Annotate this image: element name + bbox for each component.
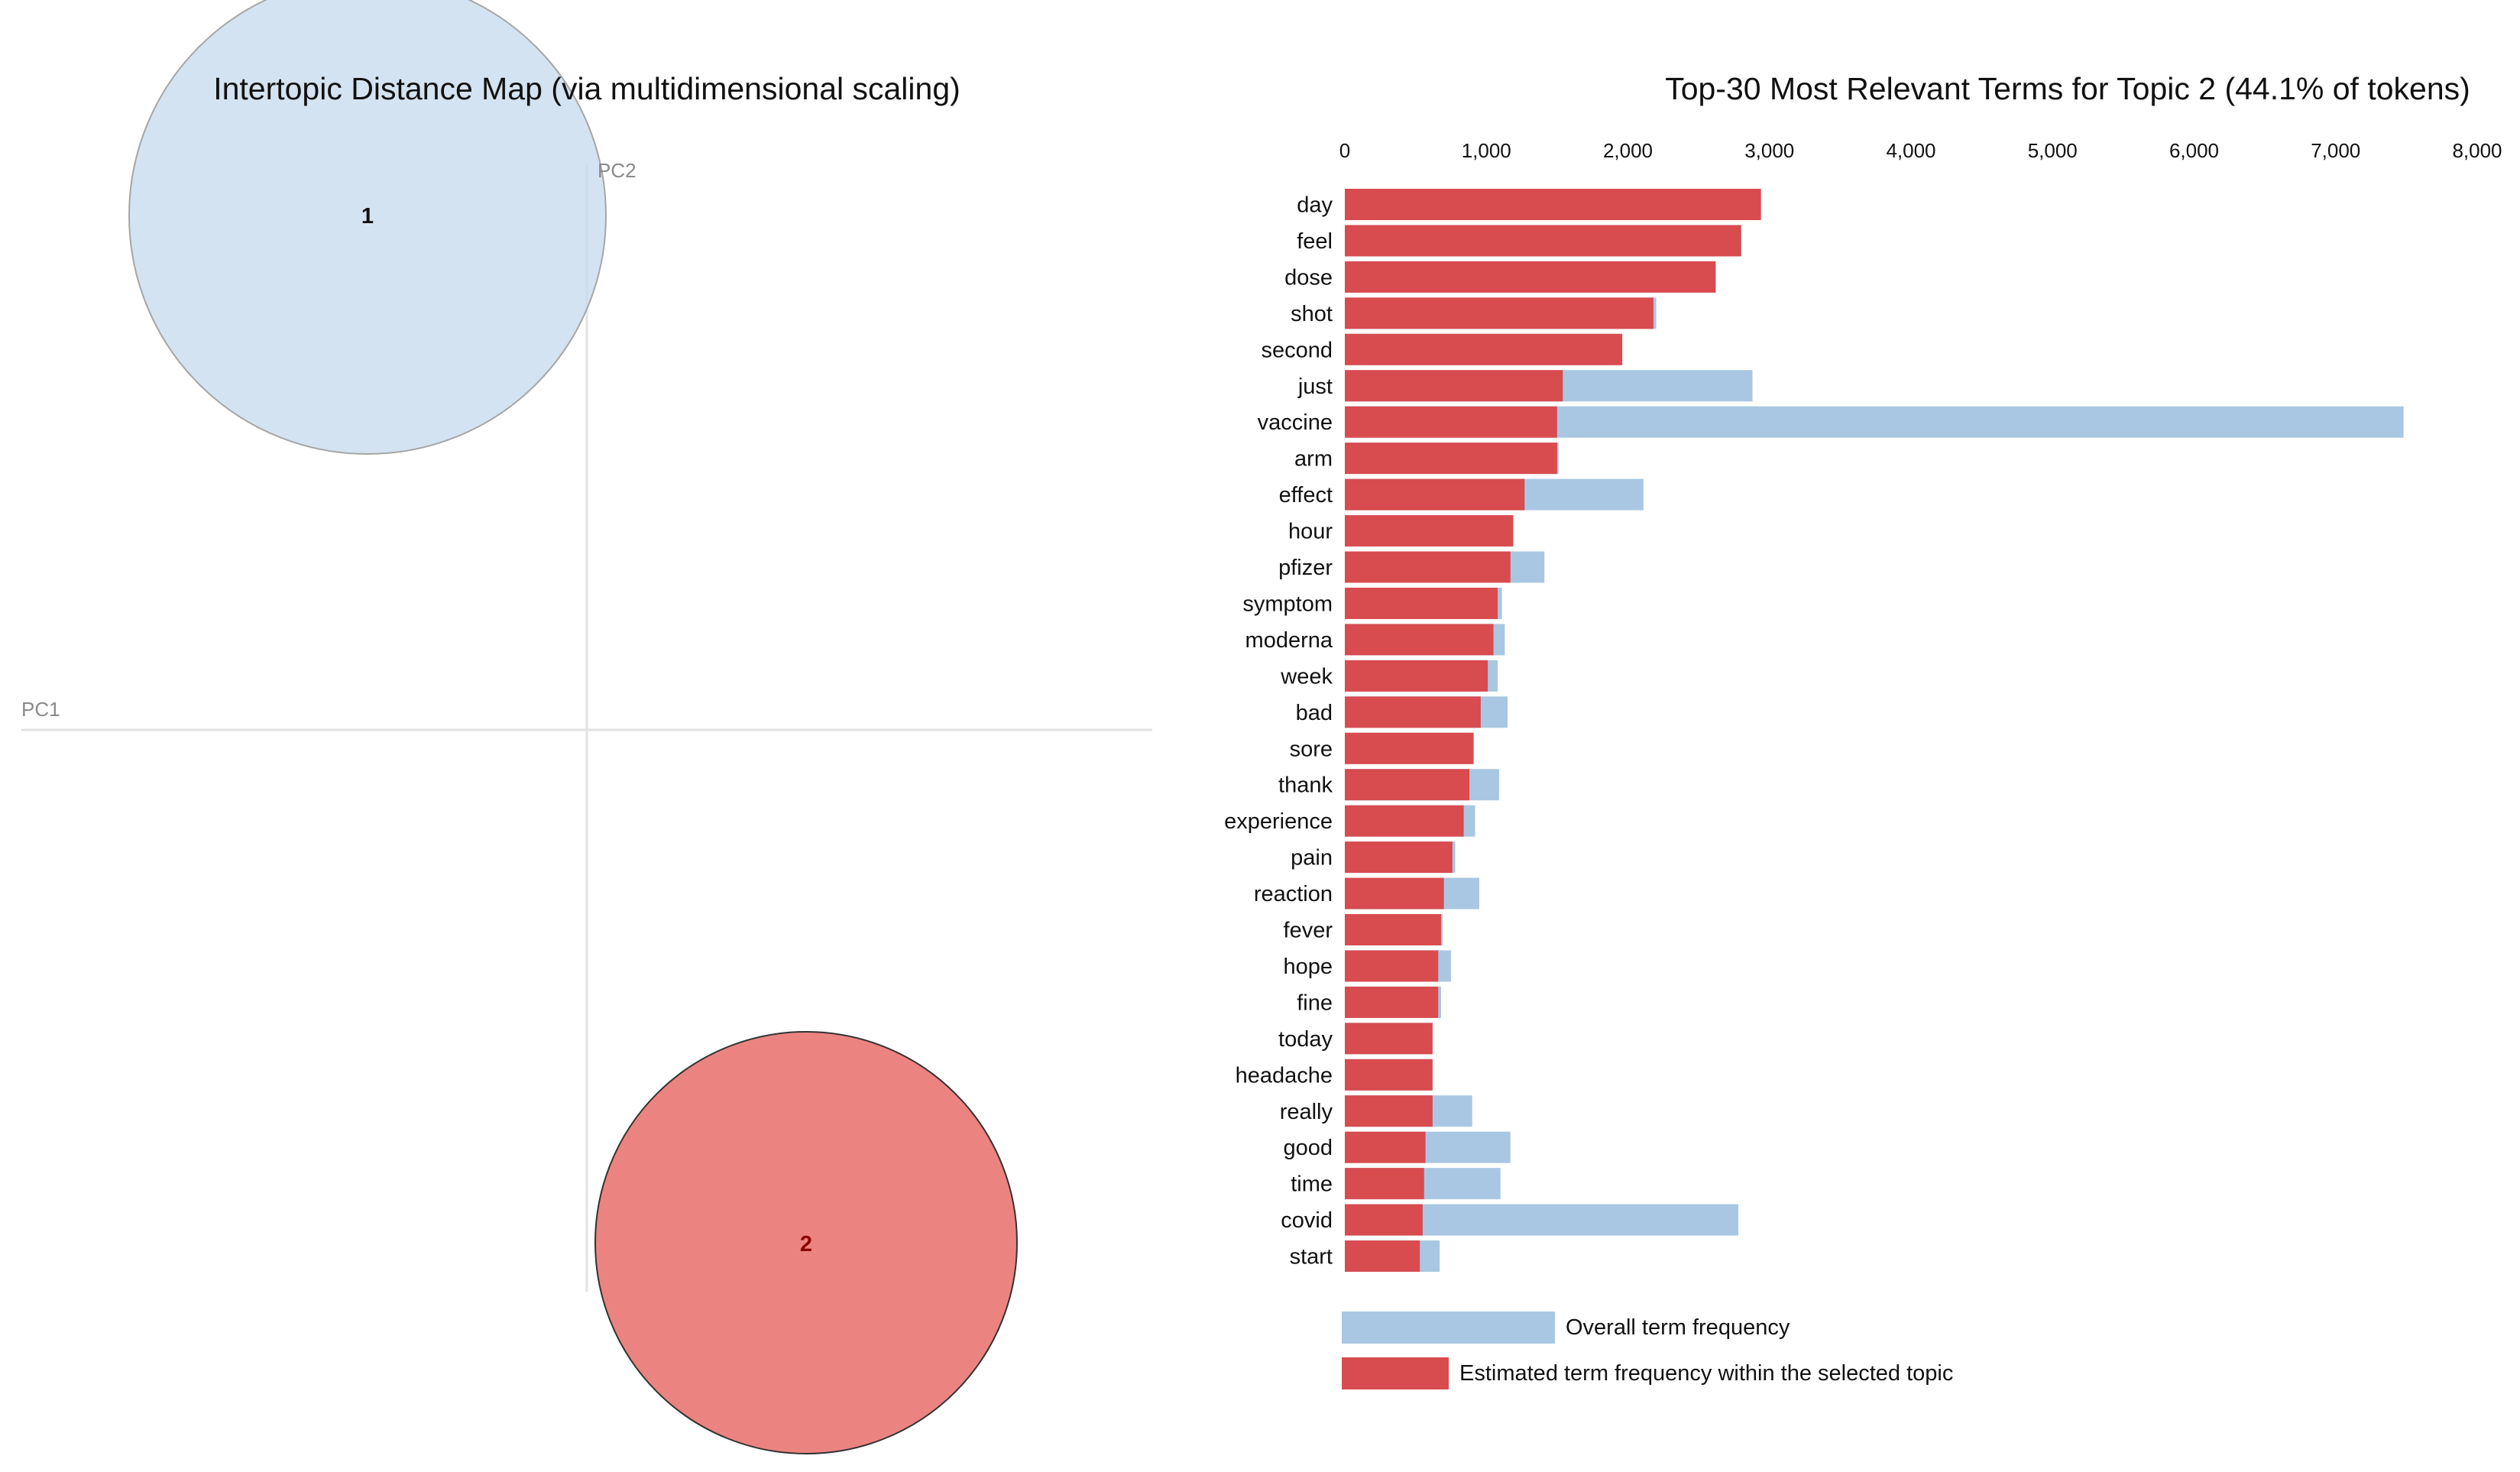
x-tick-label: 5,000 (2028, 139, 2078, 162)
topic-frequency-bar[interactable] (1345, 841, 1453, 874)
topic-frequency-bar[interactable] (1345, 225, 1741, 257)
topic-frequency-bar[interactable] (1345, 587, 1498, 619)
x-tick-label: 4,000 (1886, 139, 1935, 162)
topic-label-1: 1 (361, 204, 374, 229)
legend: Overall term frequency Estimated term fr… (1342, 1312, 1953, 1389)
term-label[interactable]: second (1261, 338, 1333, 362)
topic-frequency-bar[interactable] (1345, 1204, 1423, 1236)
term-label[interactable]: start (1290, 1245, 1333, 1269)
topic-frequency-bar[interactable] (1345, 877, 1444, 909)
term-bars (1345, 189, 2404, 1273)
topic-frequency-bar[interactable] (1345, 769, 1470, 801)
x-tick-label: 0 (1339, 139, 1350, 162)
term-label[interactable]: dose (1284, 265, 1333, 290)
topic-frequency-bar[interactable] (1345, 660, 1488, 692)
topic-frequency-bar[interactable] (1345, 1023, 1433, 1055)
topic-frequency-bar[interactable] (1345, 1095, 1433, 1127)
term-label[interactable]: moderna (1245, 628, 1333, 653)
pc2-axis-label: PC2 (598, 159, 636, 182)
term-label[interactable]: day (1297, 193, 1333, 218)
term-label[interactable]: pain (1291, 846, 1333, 871)
topic-frequency-bar[interactable] (1345, 443, 1557, 475)
term-label[interactable]: fine (1297, 991, 1333, 1015)
term-label[interactable]: thank (1278, 773, 1333, 798)
term-label[interactable]: hour (1288, 520, 1333, 544)
x-axis-ticks: 0 1,000 2,000 3,000 4,000 5,000 6,000 7,000 8,00… (1339, 139, 2502, 162)
topic-frequency-bar[interactable] (1345, 1168, 1424, 1200)
topic-frequency-bar[interactable] (1345, 297, 1654, 329)
topic-frequency-bar[interactable] (1345, 333, 1623, 365)
topic-frequency-bar[interactable] (1345, 189, 1761, 220)
topic-frequency-bar[interactable] (1345, 986, 1439, 1018)
term-label[interactable]: symptom (1242, 592, 1333, 616)
term-label[interactable]: good (1283, 1136, 1333, 1160)
pc1-axis-label: PC1 (21, 698, 60, 721)
intertopic-map-panel: 1 2 PC2 PC1 Intertopic Distance Map (via… (21, 0, 1152, 1454)
relevant-terms-panel: Top-30 Most Relevant Terms for Topic 2 (… (1224, 71, 2502, 1389)
topic-frequency-bar[interactable] (1345, 1059, 1433, 1091)
topic-frequency-bar[interactable] (1345, 696, 1481, 728)
term-label[interactable]: vaccine (1258, 410, 1333, 435)
topic-circle-1[interactable] (128, 0, 607, 455)
term-label[interactable]: arm (1294, 447, 1333, 472)
topic-frequency-bar[interactable] (1345, 551, 1511, 583)
term-labels: day feel dose shot second just vaccine arm effec… (1224, 193, 1333, 1269)
term-label[interactable]: reaction (1254, 882, 1333, 906)
x-tick-label: 8,000 (2452, 139, 2502, 162)
x-tick-label: 7,000 (2311, 139, 2360, 162)
term-label[interactable]: hope (1283, 955, 1333, 979)
topic-frequency-bar[interactable] (1345, 950, 1439, 982)
term-label[interactable]: fever (1284, 919, 1333, 943)
intertopic-map-title: Intertopic Distance Map (via multidimens… (213, 71, 960, 106)
term-label[interactable]: headache (1236, 1063, 1333, 1088)
topic-circle-2[interactable] (594, 1031, 1018, 1454)
topic-frequency-bar[interactable] (1345, 370, 1563, 402)
term-label[interactable]: today (1278, 1027, 1333, 1052)
term-label[interactable]: experience (1224, 809, 1333, 834)
term-label[interactable]: week (1280, 664, 1333, 689)
term-label[interactable]: pfizer (1278, 556, 1333, 580)
topic-frequency-bar[interactable] (1345, 406, 1557, 438)
term-label[interactable]: sore (1290, 737, 1333, 761)
legend-swatch-topic (1342, 1357, 1449, 1389)
topic-frequency-bar[interactable] (1345, 515, 1514, 547)
term-label[interactable]: feel (1297, 229, 1333, 254)
topic-frequency-bar[interactable] (1345, 624, 1494, 656)
topic-frequency-bar[interactable] (1345, 805, 1464, 837)
term-label[interactable]: covid (1281, 1208, 1333, 1233)
term-label[interactable]: just (1297, 374, 1333, 399)
topic-frequency-bar[interactable] (1345, 478, 1525, 511)
x-tick-label: 3,000 (1744, 139, 1794, 162)
legend-label-topic: Estimated term frequency within the sele… (1459, 1361, 1953, 1386)
term-label[interactable]: time (1291, 1172, 1333, 1197)
term-label[interactable]: really (1280, 1100, 1333, 1124)
topic-frequency-bar[interactable] (1345, 914, 1441, 945)
topic-label-2: 2 (800, 1232, 812, 1256)
legend-swatch-overall (1342, 1312, 1555, 1344)
topic-frequency-bar[interactable] (1345, 1240, 1420, 1273)
term-label[interactable]: bad (1296, 701, 1333, 725)
x-tick-label: 1,000 (1462, 139, 1511, 162)
legend-label-overall: Overall term frequency (1566, 1315, 1790, 1340)
term-label[interactable]: shot (1291, 302, 1333, 326)
topic-frequency-bar[interactable] (1345, 732, 1474, 764)
topic-frequency-bar[interactable] (1345, 1131, 1426, 1163)
topic-frequency-bar[interactable] (1345, 261, 1716, 293)
relevant-terms-title: Top-30 Most Relevant Terms for Topic 2 (… (1665, 71, 2470, 106)
x-tick-label: 2,000 (1603, 139, 1653, 162)
x-tick-label: 6,000 (2169, 139, 2219, 162)
term-label[interactable]: effect (1279, 483, 1333, 507)
